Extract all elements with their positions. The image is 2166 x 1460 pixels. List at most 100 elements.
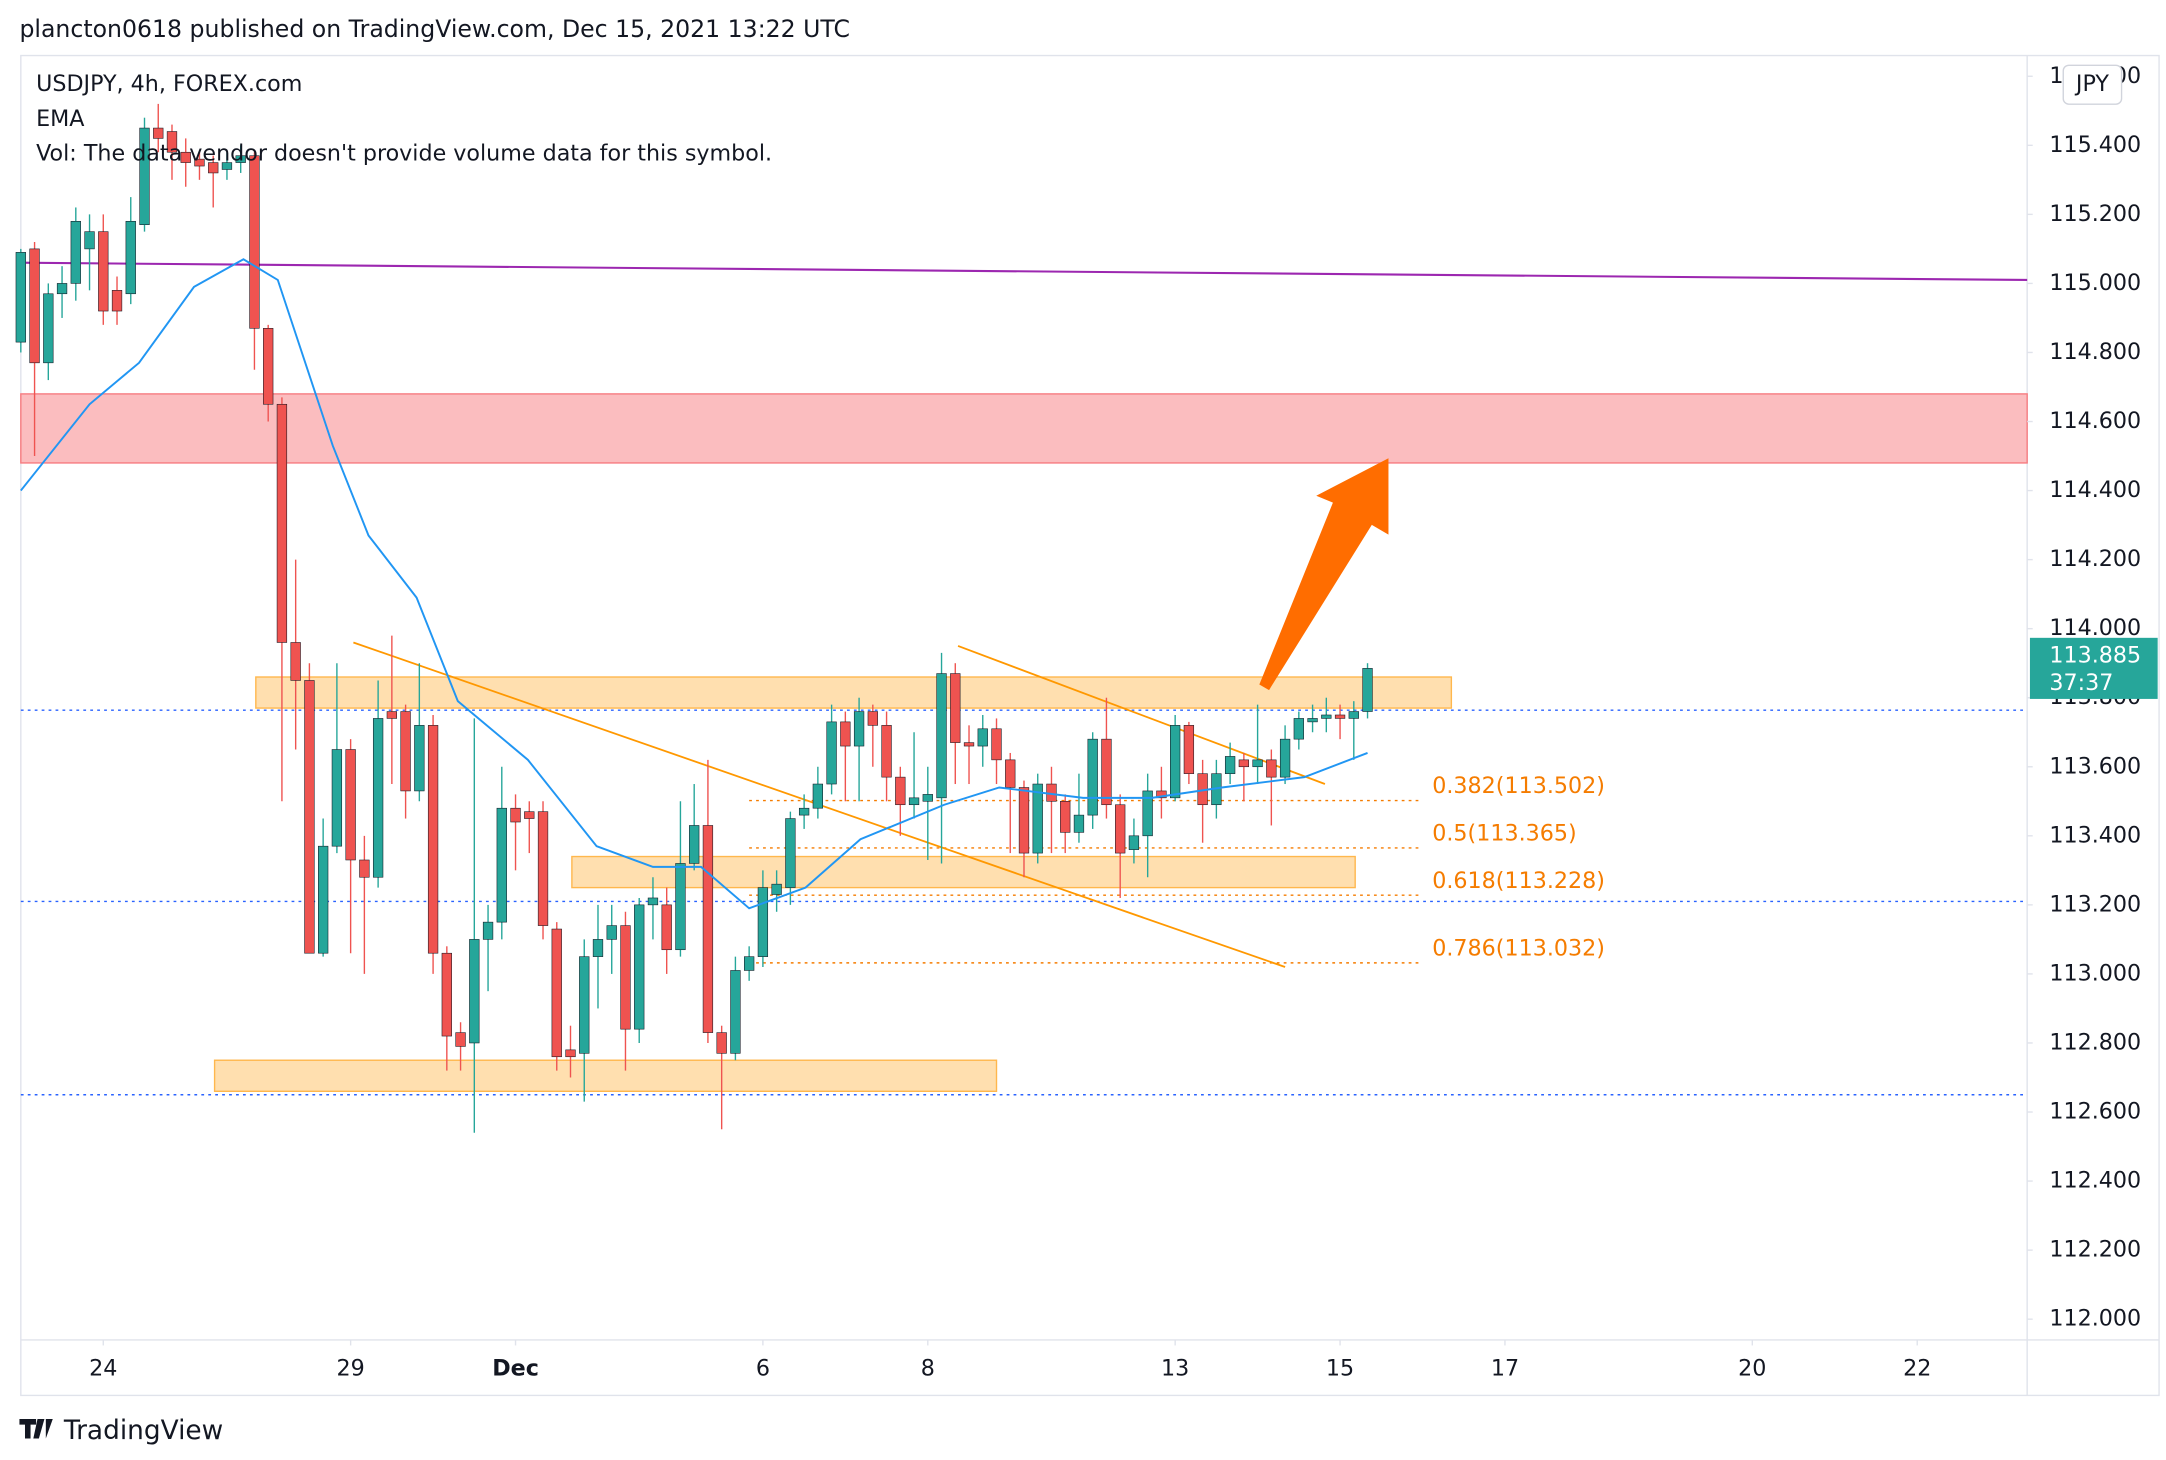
countdown: 37:37	[2049, 670, 2113, 696]
ema-line	[20, 258, 1368, 910]
frame	[20, 54, 2160, 1397]
candle-body	[1321, 714, 1332, 719]
x-tick-label: 13	[1161, 1356, 1189, 1382]
candle-body	[29, 248, 40, 364]
candle-body	[922, 794, 933, 802]
zone	[571, 855, 1356, 889]
zone	[20, 393, 2028, 464]
candle-body	[1293, 718, 1304, 740]
y-tick-label: 112.000	[2049, 1306, 2141, 1332]
y-tick-label: 114.200	[2049, 546, 2141, 572]
x-tick-label: 6	[756, 1356, 770, 1382]
indicator: Vol: The data vendor doesn't provide vol…	[36, 141, 772, 167]
candle-body	[496, 807, 507, 923]
candle-body	[675, 863, 686, 951]
x-tick-label: 24	[89, 1356, 117, 1382]
candle-body	[771, 883, 782, 895]
candle-body	[1142, 790, 1153, 837]
x-tick-label: Dec	[492, 1356, 539, 1382]
candle-body	[208, 162, 219, 174]
candle-body	[853, 711, 865, 747]
candle-body	[510, 807, 521, 823]
candle-body	[1115, 804, 1126, 854]
candle-body	[331, 749, 343, 847]
x-tick-label: 29	[337, 1356, 365, 1382]
candle-body	[56, 283, 68, 295]
fib-label: 0.618(113.228)	[1432, 868, 1605, 894]
candle-body	[1032, 783, 1043, 854]
candle-body	[482, 921, 494, 940]
candle-body	[1266, 759, 1277, 778]
candle-body	[125, 220, 136, 295]
candle-body	[730, 970, 741, 1054]
candle-body	[977, 728, 988, 747]
candle-body	[249, 155, 260, 329]
candle-body	[263, 328, 274, 405]
y-tick-label: 112.800	[2049, 1029, 2141, 1055]
fib-label: 0.382(113.502)	[1432, 773, 1605, 799]
candle-body	[1073, 814, 1085, 833]
candle-body	[537, 811, 549, 926]
axes: 115.600115.400115.200115.000114.800114.6…	[89, 63, 2158, 1382]
y-tick-label: 115.400	[2049, 132, 2141, 158]
candle-body	[565, 1049, 576, 1058]
candle-body	[441, 952, 452, 1037]
candle-body	[1018, 787, 1030, 854]
y-tick-label: 114.600	[2049, 408, 2141, 434]
candle-body	[1170, 725, 1181, 799]
candle-body	[1224, 756, 1236, 774]
candle-body	[895, 776, 906, 806]
candle-body	[812, 783, 823, 809]
fib-label: 0.5(113.365)	[1432, 821, 1576, 847]
candle-body	[524, 811, 535, 819]
fib-label: 0.786(113.032)	[1432, 935, 1605, 961]
logo	[19, 1419, 53, 1439]
candle-body	[620, 925, 631, 1030]
candle-body	[702, 825, 714, 1033]
candle-body	[414, 725, 425, 792]
candle-body	[318, 845, 329, 954]
zone	[213, 1059, 998, 1092]
candle-body	[826, 721, 837, 785]
candle-body	[634, 904, 645, 1030]
candle-body	[400, 711, 411, 792]
candle-body	[963, 742, 975, 747]
last-price: 113.885	[2049, 642, 2141, 668]
candle-body	[221, 162, 233, 170]
candle-body	[606, 925, 617, 940]
x-tick-label: 15	[1326, 1356, 1354, 1382]
candle-body	[139, 127, 150, 226]
candle-body	[98, 231, 109, 312]
candle-body	[1005, 759, 1016, 788]
x-tick-label: 22	[1903, 1356, 1931, 1382]
candle-body	[1128, 835, 1140, 850]
candle-body	[1252, 759, 1263, 768]
candle-body	[881, 725, 892, 778]
candle-body	[991, 728, 1002, 761]
x-tick-label: 17	[1491, 1356, 1519, 1382]
x-tick-label: 20	[1738, 1356, 1766, 1382]
candle-body	[867, 711, 878, 726]
candle-body	[427, 725, 439, 954]
candle-body	[194, 158, 205, 167]
arrow	[1259, 458, 1389, 691]
candle-body	[304, 680, 315, 954]
candle-body	[840, 721, 851, 747]
symbol-title: USDJPY, 4h, FOREX.com	[36, 71, 302, 97]
candle-body	[1060, 801, 1071, 833]
currency: JPY	[2074, 71, 2109, 97]
candle-body	[647, 897, 659, 906]
currency-badge[interactable]	[2062, 64, 2123, 105]
candle-body	[84, 231, 95, 250]
candle-body	[15, 252, 26, 343]
y-tick-label: 114.000	[2049, 615, 2141, 641]
candle-body	[153, 127, 164, 139]
y-tick-label: 115.000	[2049, 270, 2141, 296]
candle-body	[661, 904, 672, 951]
candle-body	[716, 1032, 727, 1054]
candle-body	[276, 403, 288, 643]
candle-body	[111, 290, 123, 312]
x-tick-label: 8	[921, 1356, 935, 1382]
candle-body	[1348, 711, 1359, 719]
